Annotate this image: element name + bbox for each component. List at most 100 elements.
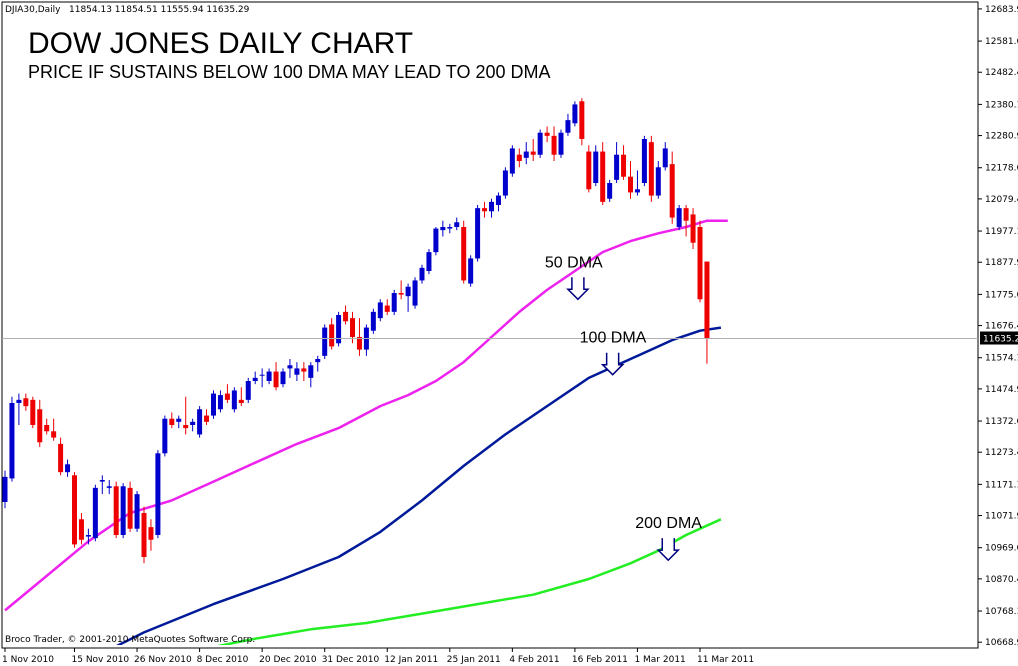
candle: [217, 390, 223, 413]
candle: [509, 145, 515, 177]
current-price-line: 11635.2: [2, 331, 1018, 345]
x-axis: 1 Nov 2010 15 Nov 2010 26 Nov 2010 8 Dec 20…: [2, 648, 754, 665]
candle: [558, 129, 564, 158]
candle: [690, 208, 696, 249]
candle-body: [231, 390, 237, 410]
candle: [238, 387, 244, 407]
candle: [482, 201, 488, 218]
candle: [697, 220, 703, 303]
candle-body: [238, 399, 244, 403]
candle: [648, 135, 654, 202]
candle-body: [537, 132, 543, 155]
candle: [176, 415, 182, 429]
candle-body: [315, 359, 321, 363]
candle: [37, 399, 43, 447]
candle: [440, 220, 446, 237]
candle: [391, 289, 397, 315]
y-tick-label: 12581.6: [985, 37, 1018, 47]
candle-body: [634, 189, 640, 193]
candle-body: [16, 399, 22, 403]
candle-body: [51, 431, 57, 438]
candle: [16, 393, 22, 425]
candle-body: [579, 101, 585, 139]
candle-body: [593, 151, 599, 183]
y-tick-label: 12380.1: [985, 100, 1018, 110]
candle-body: [475, 208, 481, 259]
candle: [273, 362, 279, 391]
candle-body: [676, 208, 682, 227]
candle: [669, 151, 675, 224]
candle: [433, 227, 439, 256]
annotation-label: 200 DMA: [635, 515, 702, 532]
ma100-line: [115, 326, 722, 645]
candle-body: [106, 486, 112, 488]
y-tick-label: 11171.1: [985, 480, 1018, 490]
candle: [2, 470, 8, 509]
candle-body: [565, 120, 571, 133]
candle-body: [461, 227, 467, 281]
candle: [516, 148, 522, 168]
candle-body: [127, 487, 133, 529]
y-tick-label: 10768.1: [985, 607, 1018, 617]
candle-body: [502, 170, 508, 196]
candle: [106, 480, 112, 495]
candle-body: [343, 311, 349, 322]
y-tick-label: 11574.1: [985, 354, 1018, 364]
x-tick-label: 1 Nov 2010: [2, 655, 54, 665]
chart-subtitle: PRICE IF SUSTAINS BELOW 100 DMA MAY LEAD…: [28, 62, 551, 82]
candle-body: [628, 176, 633, 193]
candle-body: [183, 425, 189, 429]
candle: [72, 472, 77, 548]
candle: [231, 387, 237, 413]
candle-body: [419, 267, 425, 281]
candle: [280, 368, 286, 388]
candle: [377, 299, 383, 322]
candle: [384, 299, 390, 315]
candle-body: [37, 409, 43, 443]
candle: [489, 198, 494, 218]
x-tick-label: 26 Nov 2010: [134, 655, 192, 665]
candle-body: [162, 418, 168, 454]
candle-body: [704, 261, 710, 339]
candle-body: [30, 399, 36, 425]
y-tick-label: 10969.6: [985, 544, 1018, 554]
candle: [579, 98, 585, 146]
y-tick-label: 10668.9: [985, 638, 1018, 648]
x-tick-label: 15 Nov 2010: [72, 655, 130, 665]
candle: [197, 406, 203, 438]
candle-body: [683, 208, 689, 221]
candle-body: [648, 142, 654, 196]
candle-body: [176, 418, 182, 422]
candle-body: [252, 377, 258, 381]
candle-body: [690, 214, 696, 243]
candle: [329, 318, 335, 350]
candle: [259, 368, 265, 388]
candle-body: [350, 318, 355, 337]
candle: [468, 255, 474, 287]
candle-body: [197, 409, 203, 435]
x-tick-label: 31 Dec 2010: [322, 655, 380, 665]
candle: [343, 305, 349, 325]
candle-body: [370, 311, 376, 331]
candle-body: [398, 293, 404, 295]
candle-body: [134, 494, 140, 529]
candle: [614, 142, 620, 183]
candle-body: [204, 415, 210, 422]
candle-body: [23, 398, 29, 407]
candle-body: [280, 371, 286, 385]
candle: [162, 415, 168, 457]
candle: [586, 145, 592, 193]
y-tick-label: 11676.4: [985, 322, 1018, 332]
chart-title: DOW JONES DAILY CHART: [28, 27, 413, 60]
candle-body: [509, 148, 515, 174]
candle-body: [377, 302, 383, 319]
candle-body: [308, 365, 314, 378]
candle-body: [586, 151, 592, 190]
y-tick-label: 11877.9: [985, 258, 1018, 268]
candle: [224, 384, 230, 403]
down-arrow-icon: [656, 538, 681, 562]
candle: [530, 139, 536, 161]
candle-body: [544, 132, 550, 136]
